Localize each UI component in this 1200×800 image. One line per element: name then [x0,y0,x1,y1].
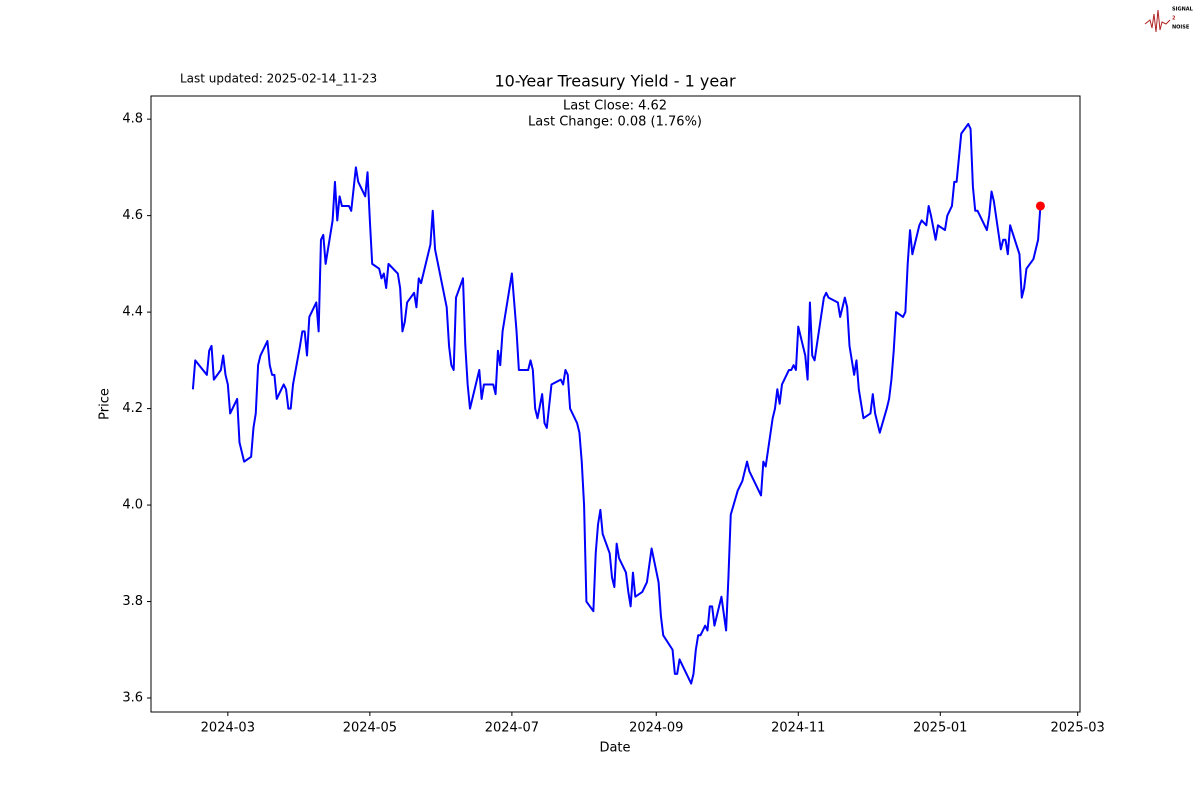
y-axis-label: Price [98,388,113,420]
chart-title: 10-Year Treasury Yield - 1 year [494,72,736,91]
x-tick-label: 2025-01 [913,721,967,736]
logo-text: SIGNAL [1172,7,1194,13]
x-tick-label: 2024-07 [485,721,539,736]
x-tick-label: 2024-11 [771,721,825,736]
y-tick-label: 4.2 [122,401,143,416]
x-tick-label: 2024-03 [201,721,255,736]
annotation: Last Close: 4.62 [563,99,667,114]
x-axis-label: Date [599,741,630,756]
plot-frame [150,95,1081,713]
x-tick-label: 2024-09 [629,721,683,736]
y-tick-label: 4.8 [122,112,143,127]
y-tick-label: 3.6 [122,691,143,706]
y-tick-label: 4.0 [122,498,143,513]
annotation: Last Change: 0.08 (1.76%) [528,115,702,130]
y-tick-label: 4.4 [122,305,143,320]
x-tick-label: 2024-05 [343,721,397,736]
y-tick-label: 4.6 [122,208,143,223]
logo-wave [1144,9,1171,33]
price-line [191,122,1042,685]
logo-text: NOISE [1172,25,1190,31]
x-tick-label: 2025-03 [1051,721,1105,736]
last-point [1035,201,1045,211]
y-tick-label: 3.8 [122,594,143,609]
logo-text: 2 [1172,16,1176,22]
logo: SIGNAL 2 NOISE [1144,7,1194,33]
updated-note: Last updated: 2025-02-14_11-23 [180,72,377,86]
